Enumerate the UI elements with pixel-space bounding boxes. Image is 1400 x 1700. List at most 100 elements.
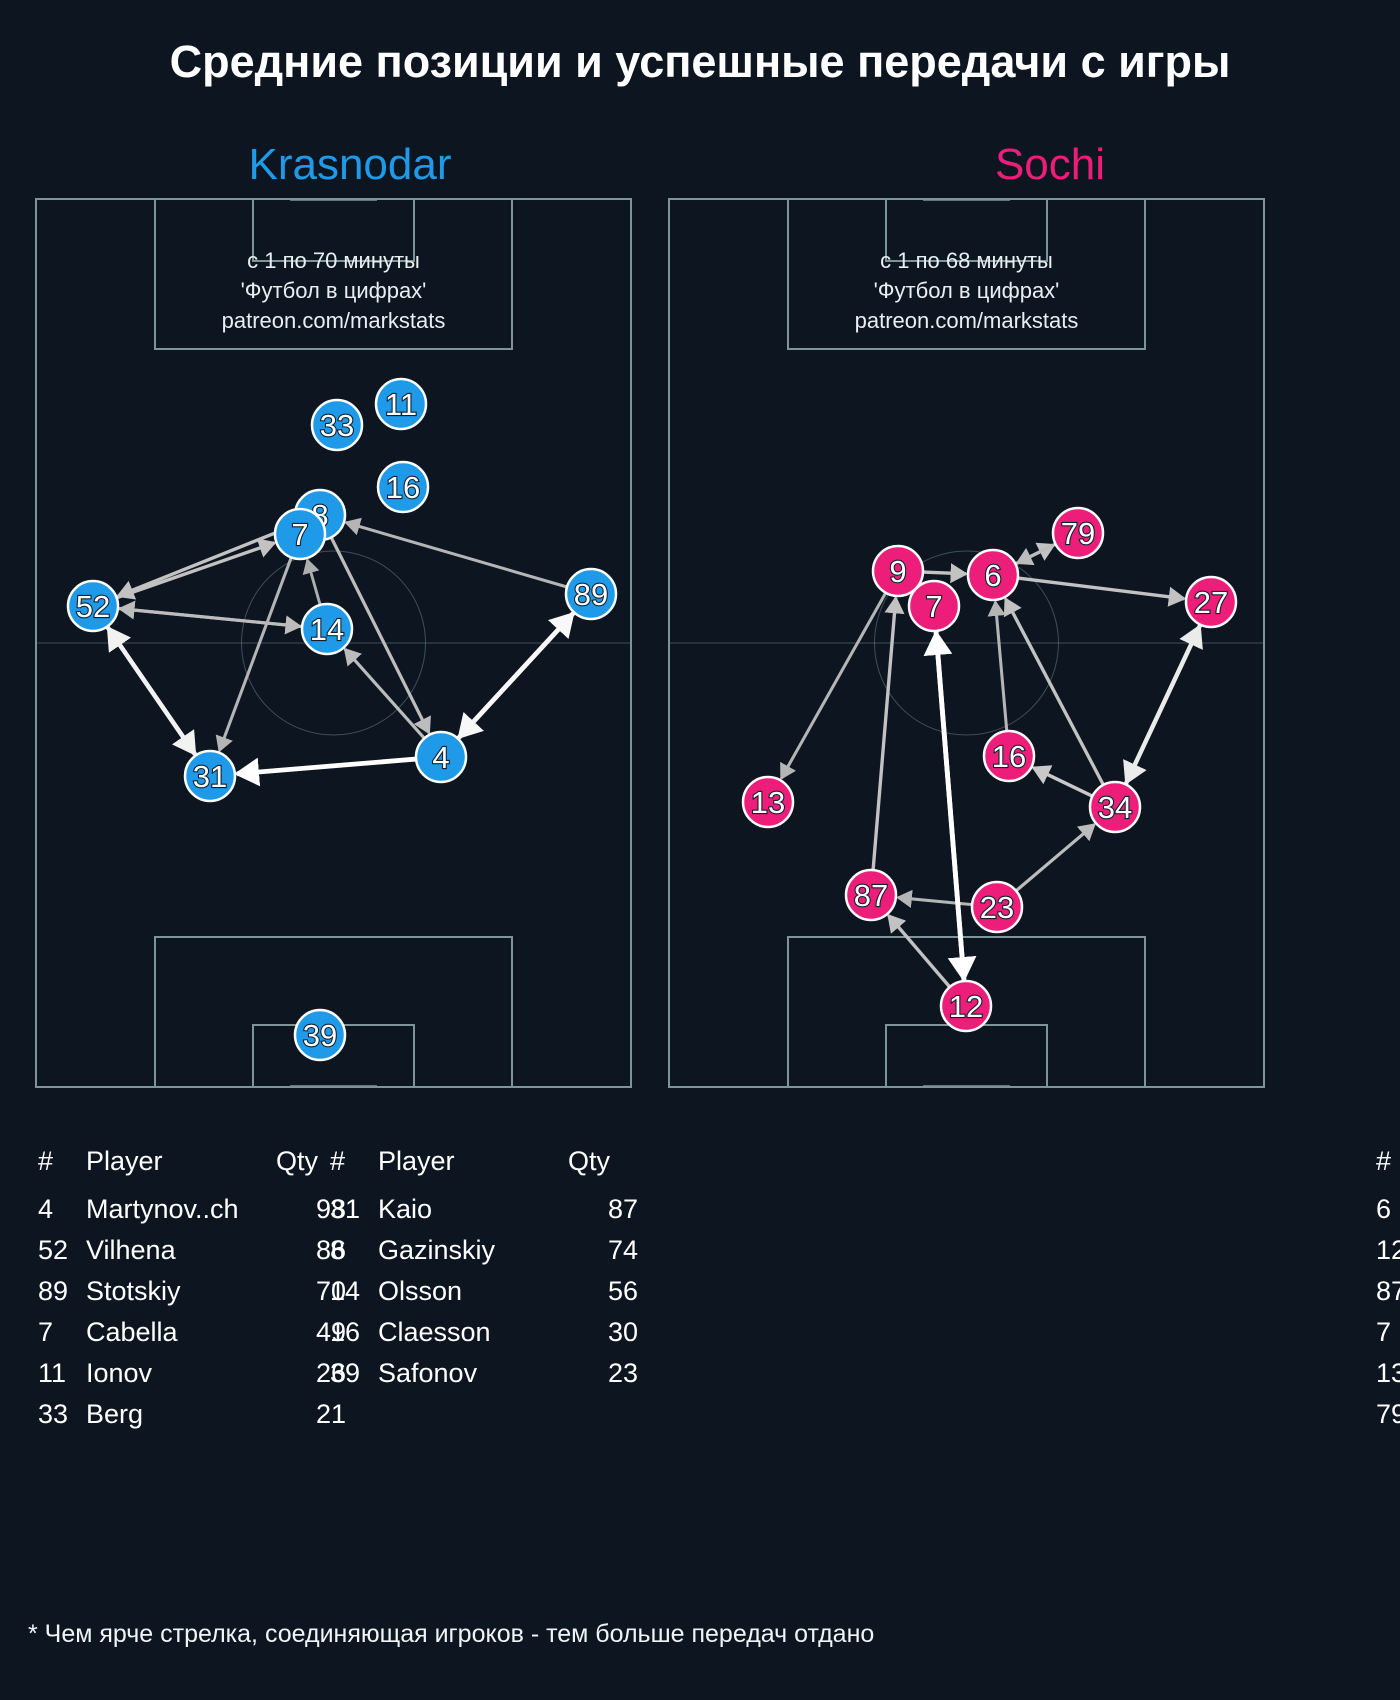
node-circle	[300, 602, 354, 656]
node-number-label: 14	[310, 612, 344, 647]
pass-arrow	[1017, 576, 1187, 607]
node-circle	[293, 1008, 347, 1062]
cell-qty: 26	[315, 1358, 346, 1388]
player-node-87[interactable]: 87	[844, 868, 898, 922]
node-number-label: 87	[854, 878, 888, 913]
table-row: 7 Cabella 49	[38, 1312, 346, 1353]
player-node-34[interactable]: 34	[1088, 780, 1142, 834]
node-circle	[970, 880, 1024, 934]
table-header-num: #	[38, 1146, 54, 1176]
passing-network-sochi: 79 9 6 7 27 16 13 34 87 23 12	[668, 192, 1265, 1094]
table-row: 4 Martynov..ch 98	[38, 1189, 346, 1230]
pass-arrow	[1031, 765, 1094, 798]
player-node-7[interactable]: 7	[907, 579, 961, 633]
node-number-label: 9	[889, 554, 906, 589]
cell-num: 4	[38, 1194, 54, 1224]
node-circle	[66, 579, 120, 633]
pass-arrow	[343, 647, 426, 740]
cell-player: Martynov..ch	[86, 1194, 239, 1224]
node-circle	[1184, 575, 1238, 629]
cell-qty: 49	[315, 1317, 346, 1347]
pass-edges	[105, 517, 576, 787]
player-node-12[interactable]: 12	[939, 979, 993, 1033]
table-header-num: #	[1376, 1146, 1392, 1176]
pitch-krasnodar: 11 33 16 8 7 52 14 89 31 4 39 с 1 по 70 минуты 'Фу…	[35, 192, 632, 1094]
node-circle	[871, 544, 925, 598]
player-node-11[interactable]: 11	[374, 377, 428, 431]
pass-arrow	[887, 913, 952, 989]
node-circle	[564, 567, 618, 621]
table-row: 11 Ionov 26	[38, 1353, 346, 1394]
footnote: * Чем ярче стрелка, соединяющая игроков …	[28, 1620, 875, 1648]
node-circle	[183, 749, 237, 803]
cell-num: 7	[1376, 1317, 1392, 1347]
pass-arrow	[1003, 597, 1105, 786]
table-row: 79Rudenko10	[1376, 1394, 1400, 1435]
player-nodes: 79 9 6 7 27 16 13 34 87 23 12	[741, 506, 1238, 1033]
player-node-79[interactable]: 79	[1051, 506, 1105, 560]
table-row: 6Yusupov41	[1376, 1189, 1400, 1230]
player-node-39[interactable]: 39	[293, 1008, 347, 1062]
node-number-label: 31	[193, 759, 227, 794]
cell-num: 16	[330, 1317, 361, 1347]
node-number-label: 27	[1194, 585, 1228, 620]
team-name-krasnodar: Krasnodar	[248, 140, 452, 189]
table-header-player: Player	[378, 1146, 455, 1176]
pass-arrow	[106, 626, 198, 757]
pass-arrow	[1015, 542, 1057, 566]
pitch-container: 11 33 16 8 7 52 14 89 31 4 39 с 1 по 70 минуты 'Фу…	[0, 192, 1400, 1098]
node-circle	[1088, 780, 1142, 834]
node-number-label: 23	[980, 890, 1014, 925]
table-row: 89 Stotskiy 70	[38, 1271, 346, 1312]
player-node-7[interactable]: 7	[273, 507, 327, 561]
table-header-qty: Qty	[276, 1146, 319, 1176]
team-name-sochi: Sochi	[994, 140, 1106, 189]
node-circle	[939, 979, 993, 1033]
cell-num: 8	[330, 1235, 346, 1265]
cell-num: 11	[38, 1358, 67, 1388]
pitch-markings	[668, 192, 1265, 1094]
player-node-16[interactable]: 16	[982, 729, 1036, 783]
table-row: 39 Safonov 23	[330, 1353, 638, 1394]
player-node-33[interactable]: 33	[310, 398, 364, 452]
cell-qty: 56	[607, 1276, 638, 1306]
player-node-27[interactable]: 27	[1184, 575, 1238, 629]
node-number-label: 33	[320, 408, 354, 443]
node-number-label: 89	[574, 577, 608, 612]
cell-qty: 74	[607, 1235, 638, 1265]
node-number-label: 52	[76, 589, 110, 624]
node-circle	[982, 729, 1036, 783]
table-row: 13Terekhov21	[1376, 1353, 1400, 1394]
node-circle	[310, 398, 364, 452]
player-node-31[interactable]: 31	[183, 749, 237, 803]
cell-player: Ionov	[86, 1358, 153, 1388]
player-node-23[interactable]: 23	[970, 880, 1024, 934]
player-node-16[interactable]: 16	[376, 460, 430, 514]
cell-num: 31	[330, 1194, 361, 1224]
player-node-6[interactable]: 6	[966, 548, 1020, 602]
player-node-13[interactable]: 13	[741, 775, 795, 829]
player-node-4[interactable]: 4	[414, 730, 468, 784]
pass-arrow	[922, 563, 969, 584]
pass-arrow	[234, 756, 417, 787]
player-node-14[interactable]: 14	[300, 602, 354, 656]
pass-arrow	[117, 600, 303, 629]
player-node-9[interactable]: 9	[871, 544, 925, 598]
pass-arrow	[344, 517, 568, 589]
pass-arrow	[116, 522, 298, 600]
player-node-52[interactable]: 52	[66, 579, 120, 633]
pass-arrow	[779, 592, 888, 781]
node-number-label: 34	[1098, 790, 1132, 825]
cell-qty: 86	[315, 1235, 346, 1265]
cell-num: 6	[1376, 1194, 1392, 1224]
cell-num: 87	[1376, 1276, 1400, 1306]
cell-qty: 98	[315, 1194, 346, 1224]
player-node-89[interactable]: 89	[564, 567, 618, 621]
node-number-label: 13	[751, 785, 785, 820]
node-number-label: 12	[949, 989, 983, 1024]
node-number-label: 16	[386, 470, 420, 505]
cell-player: Cabella	[86, 1317, 178, 1347]
pass-edges	[779, 542, 1203, 989]
